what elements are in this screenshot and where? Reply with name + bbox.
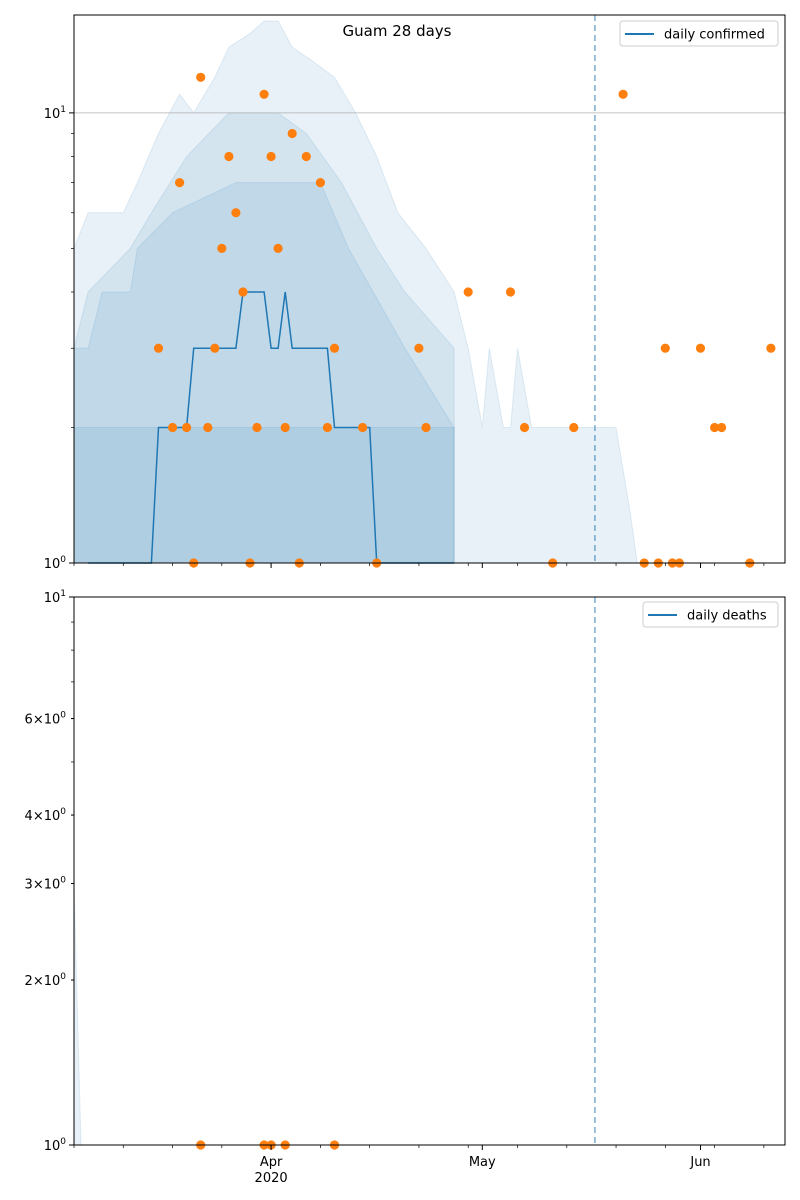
chart-title: Guam 28 days: [343, 22, 452, 40]
data-point: [766, 343, 776, 353]
x-axis-ticks: [73, 1145, 765, 1150]
data-point: [252, 422, 262, 433]
observed-points: [153, 72, 776, 568]
y-tick-label: 3×100: [25, 876, 67, 893]
confidence-band: [73, 182, 455, 564]
axes-frame: [73, 596, 786, 1146]
data-point: [301, 151, 311, 162]
legend-box: [619, 20, 779, 47]
median-line: [88, 291, 455, 564]
data-point: [210, 343, 220, 353]
legend-label: daily deaths: [687, 609, 767, 624]
data-point: [153, 343, 164, 353]
data-point: [231, 208, 241, 218]
data-point: [322, 422, 332, 433]
confidence-band: [73, 20, 638, 564]
data-point: [660, 343, 670, 353]
x-axis-ticks: [73, 563, 765, 568]
data-point: [695, 343, 706, 353]
y-tick-label: 2×100: [25, 972, 67, 989]
data-point: [717, 422, 727, 433]
data-point: [203, 422, 213, 433]
data-point: [569, 422, 579, 433]
data-point: [259, 89, 269, 99]
data-point: [217, 243, 227, 253]
data-point: [273, 243, 283, 253]
data-point: [315, 178, 325, 188]
data-point: [224, 151, 234, 162]
data-point: [505, 287, 516, 297]
data-point: [618, 89, 628, 99]
data-point: [287, 128, 297, 139]
legend: daily deaths: [642, 601, 779, 628]
legend-label: daily confirmed: [664, 28, 765, 43]
data-point: [329, 343, 340, 353]
y-tick-label: 4×100: [25, 807, 67, 824]
data-point: [196, 72, 206, 82]
data-point: [266, 151, 276, 162]
data-point: [519, 422, 530, 433]
data-point: [358, 422, 368, 433]
data-point: [182, 422, 192, 433]
axes-frame: [73, 14, 786, 564]
data-point: [414, 343, 424, 353]
data-point: [238, 287, 248, 297]
data-point: [463, 287, 473, 297]
data-point: [168, 422, 178, 433]
x-tick-label: Apr: [260, 1155, 283, 1170]
data-point: [175, 178, 185, 188]
confidence-band: [73, 112, 455, 564]
legend: daily confirmed: [619, 20, 779, 47]
x-tick-label: Jun: [689, 1155, 710, 1170]
y-tick-label: 6×100: [25, 711, 67, 728]
data-point: [710, 422, 720, 433]
x-tick-label: May: [469, 1155, 496, 1170]
x-tick-sublabel: 2020: [255, 1171, 288, 1186]
confidence-bands: [73, 20, 638, 564]
data-point: [421, 422, 431, 433]
legend-box: [642, 601, 779, 628]
data-point: [280, 422, 290, 433]
